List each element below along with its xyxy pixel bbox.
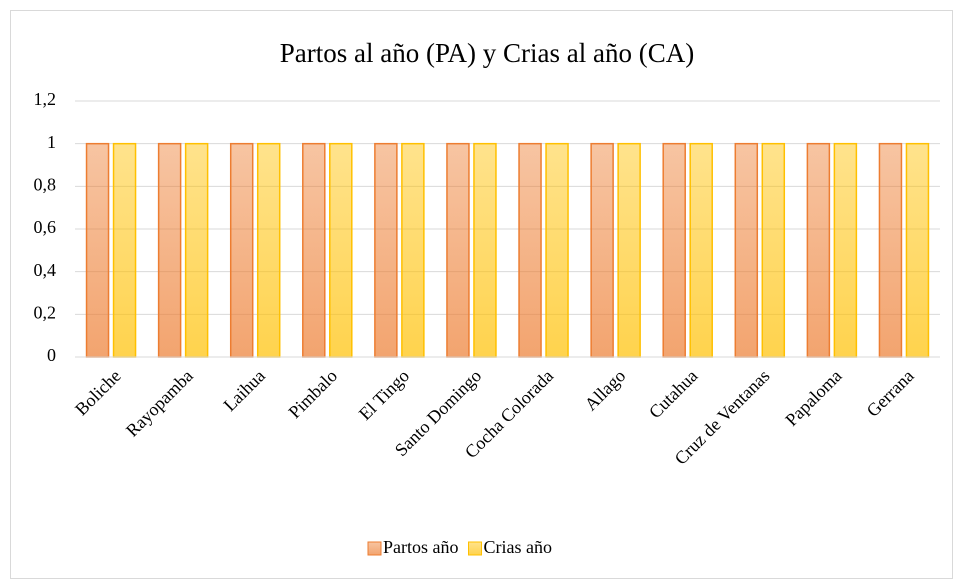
- bar: [329, 142, 353, 358]
- bar: [806, 142, 831, 358]
- bar: [229, 142, 254, 358]
- bar: [401, 142, 425, 358]
- bar: [833, 142, 858, 358]
- bar: [374, 142, 398, 358]
- legend-label: Partos año: [383, 537, 459, 557]
- bar: [545, 142, 569, 358]
- y-tick-label: 0: [47, 345, 56, 365]
- bar: [734, 142, 759, 358]
- y-tick-label: 0,2: [34, 302, 57, 322]
- y-tick-label: 1: [47, 132, 56, 152]
- bar: [157, 142, 182, 358]
- bar: [518, 142, 542, 358]
- bar: [617, 142, 641, 358]
- bar: [590, 142, 614, 358]
- bar: [446, 142, 470, 358]
- bar: [905, 142, 930, 358]
- bar: [302, 142, 326, 358]
- bar: [473, 142, 497, 358]
- y-tick-label: 0,4: [34, 260, 57, 280]
- y-tick-label: 0,6: [34, 217, 57, 237]
- bar: [184, 142, 209, 358]
- legend-swatch: [367, 541, 382, 556]
- bar: [689, 142, 713, 358]
- bar: [761, 142, 786, 358]
- bar: [878, 142, 903, 358]
- bar: [85, 142, 110, 358]
- y-tick-label: 1,2: [34, 89, 57, 109]
- legend-swatch: [468, 541, 482, 556]
- legend-label: Crias año: [484, 537, 552, 557]
- y-tick-label: 0,8: [34, 174, 57, 194]
- bar: [662, 142, 686, 358]
- bar: [112, 142, 137, 358]
- chart-title: Partos al año (PA) y Crias al año (CA): [280, 38, 694, 68]
- bar: [256, 142, 281, 358]
